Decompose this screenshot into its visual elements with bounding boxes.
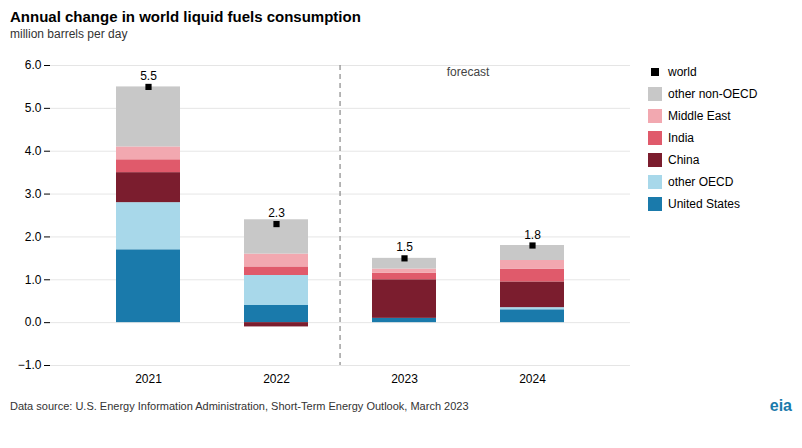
svg-text:−1.0: −1.0 xyxy=(18,358,42,372)
html-text:Middle East: Middle East xyxy=(668,109,731,123)
html-text:China: China xyxy=(668,153,700,167)
html-text:United States: United States xyxy=(668,197,740,211)
svg-text:4.0: 4.0 xyxy=(25,144,42,158)
html-text:million barrels per day: million barrels per day xyxy=(10,27,128,41)
svg-text:2.0: 2.0 xyxy=(25,230,42,244)
svg-text:5.0: 5.0 xyxy=(25,101,42,115)
svg-text:2024: 2024 xyxy=(519,372,546,386)
html-text:India: India xyxy=(668,131,694,145)
svg-text:5.5: 5.5 xyxy=(140,69,157,83)
svg-text:0.0: 0.0 xyxy=(25,315,42,329)
svg-text:1.0: 1.0 xyxy=(25,273,42,287)
html-text:other non-OECD: other non-OECD xyxy=(668,87,758,101)
html-text:world: world xyxy=(668,65,697,79)
html-text:eia: eia xyxy=(769,397,792,414)
svg-text:2023: 2023 xyxy=(391,372,418,386)
html-text:other OECD: other OECD xyxy=(668,175,734,189)
svg-text:2022: 2022 xyxy=(263,372,290,386)
svg-text:2.3: 2.3 xyxy=(268,206,285,220)
svg-text:3.0: 3.0 xyxy=(25,187,42,201)
svg-text:2021: 2021 xyxy=(135,372,162,386)
svg-text:1.5: 1.5 xyxy=(396,240,413,254)
svg-text:forecast: forecast xyxy=(447,65,490,79)
html-text:Annual change in world liquid: Annual change in world liquid fuels cons… xyxy=(10,8,361,25)
svg-text:1.8: 1.8 xyxy=(524,228,541,242)
svg-text:6.0: 6.0 xyxy=(25,58,42,72)
html-text:Data source: U.S. Energy Infor: Data source: U.S. Energy Information Adm… xyxy=(10,400,469,412)
